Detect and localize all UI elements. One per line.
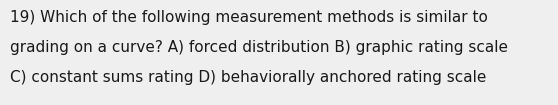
Text: C) constant sums rating D) behaviorally anchored rating scale: C) constant sums rating D) behaviorally … <box>10 70 487 85</box>
Text: 19) Which of the following measurement methods is similar to: 19) Which of the following measurement m… <box>10 10 488 25</box>
Text: grading on a curve? A) forced distribution B) graphic rating scale: grading on a curve? A) forced distributi… <box>10 40 508 55</box>
